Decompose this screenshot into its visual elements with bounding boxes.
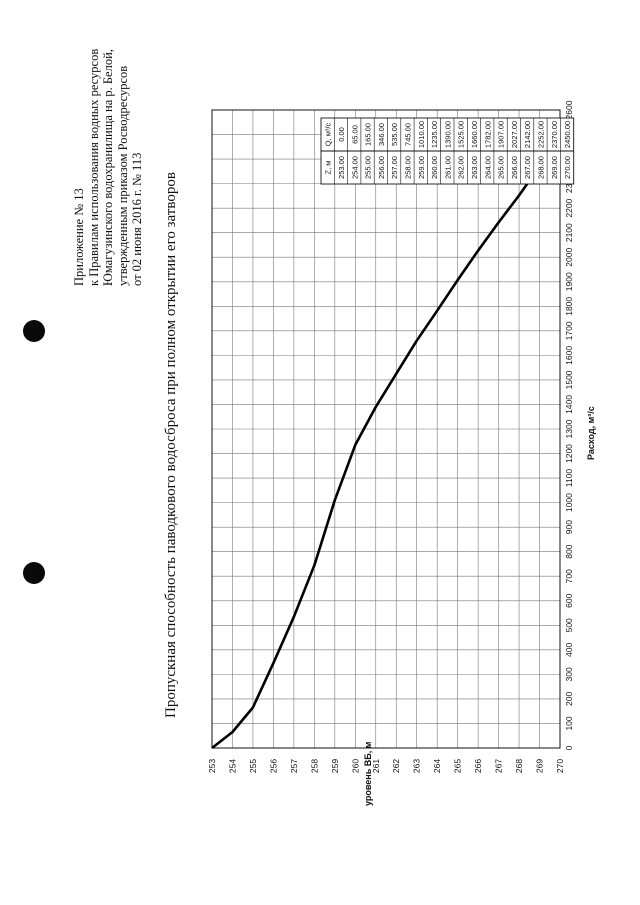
table-q-cell: 1782.00 — [483, 121, 492, 148]
table-q-cell: 165.00 — [364, 123, 373, 146]
y-tick-label: 253 — [207, 759, 217, 773]
table-z-cell: 263.00 — [470, 156, 479, 179]
table-q-cell: 745.00 — [403, 123, 412, 146]
table-q-cell: 1390.00 — [443, 121, 452, 148]
table-z-cell: 270.00 — [563, 156, 572, 179]
x-tick-label: 1400 — [564, 395, 574, 414]
x-tick-label: 1700 — [564, 321, 574, 340]
y-tick-label: 265 — [453, 759, 463, 773]
table-z-cell: 258.00 — [403, 156, 412, 179]
table-q-cell: 0.00 — [337, 127, 346, 142]
table-q-cell: 2252.00 — [536, 121, 545, 148]
table-z-cell: 253.00 — [337, 156, 346, 179]
y-tick-label: 259 — [330, 759, 340, 773]
chart-grid — [211, 109, 561, 749]
x-tick-label: 600 — [564, 593, 574, 607]
y-tick-label: 261 — [371, 759, 381, 773]
table-q-cell: 535.00 — [390, 123, 399, 146]
x-tick-label: 1300 — [564, 419, 574, 438]
table-z-cell: 256.00 — [377, 156, 386, 179]
table-q-cell: 346.00 — [377, 123, 386, 146]
y-tick-label: 257 — [289, 759, 299, 773]
table-z-cell: 261.00 — [443, 156, 452, 179]
x-tick-label: 800 — [564, 544, 574, 558]
discharge-curve — [211, 145, 561, 750]
x-tick-label: 300 — [564, 667, 574, 681]
y-tick-label: 264 — [432, 759, 442, 773]
table-z-cell: 260.00 — [430, 156, 439, 179]
x-tick-label: 400 — [564, 642, 574, 656]
discharge-curve-line — [211, 145, 561, 750]
y-tick-label: 263 — [412, 759, 422, 773]
table-z-cell: 268.00 — [536, 156, 545, 179]
x-tick-label: 1100 — [564, 469, 574, 488]
x-tick-label: 700 — [564, 569, 574, 583]
y-tick-label: 270 — [555, 759, 565, 773]
y-tick-label: 262 — [391, 759, 401, 773]
data-table: Z, м Q, м³/с 253.00 0.00 254.00 65.00 255.00 16… — [320, 117, 575, 185]
y-tick-label: 260 — [350, 759, 360, 773]
x-tick-label: 100 — [564, 716, 574, 730]
table-q-cell: 2450.00 — [563, 121, 572, 148]
y-tick-labels: 253 254 255 256 257 258 259 260 261 262 263 264 265 2… — [207, 759, 565, 773]
y-tick-label: 255 — [248, 759, 258, 773]
x-tick-label: 500 — [564, 618, 574, 632]
x-tick-label: 1200 — [564, 444, 574, 463]
table-q-cell: 2370.00 — [550, 121, 559, 148]
x-tick-label: 0 — [564, 745, 574, 750]
table-z-cell: 257.00 — [390, 156, 399, 179]
table-z-cell: 265.00 — [497, 156, 506, 179]
table-z-cell: 269.00 — [550, 156, 559, 179]
x-tick-label: 200 — [564, 692, 574, 706]
table-q-cell: 1235.00 — [430, 121, 439, 148]
x-tick-labels: 0 100 200 300 400 500 600 700 800 900 1000 1100 1200… — [564, 100, 574, 750]
x-tick-label: 2200 — [564, 198, 574, 217]
y-tick-label: 267 — [494, 759, 504, 773]
table-q-cell: 2027.00 — [510, 121, 519, 148]
binder-hole-bottom — [23, 562, 45, 584]
x-tick-label: 1000 — [564, 493, 574, 512]
x-tick-label: 2600 — [564, 100, 574, 119]
binder-hole-top — [23, 320, 45, 342]
x-tick-label: 1800 — [564, 297, 574, 316]
y-tick-label: 254 — [227, 759, 237, 773]
x-tick-label: 1900 — [564, 272, 574, 291]
table-z-cell: 266.00 — [510, 156, 519, 179]
y-tick-label: 258 — [309, 759, 319, 773]
x-tick-label: 2100 — [564, 223, 574, 242]
table-z-cell: 259.00 — [417, 156, 426, 179]
table-z-cell: 254.00 — [350, 156, 359, 179]
x-tick-label: 900 — [564, 520, 574, 534]
x-tick-label: 1500 — [564, 370, 574, 389]
table-header-cell: Z, м — [324, 161, 333, 175]
chart-frame — [211, 109, 561, 749]
table-z-cell: 264.00 — [483, 156, 492, 179]
table-q-cell: 1907.00 — [497, 121, 506, 148]
plot-border — [211, 109, 561, 749]
table-header-cell: Q, м³/с — [324, 123, 333, 147]
y-tick-label: 256 — [268, 759, 278, 773]
table-q-cell: 1010.00 — [417, 121, 426, 148]
table-q-cell: 2142.00 — [523, 121, 532, 148]
x-tick-label: 1600 — [564, 346, 574, 365]
table-z-cell: 262.00 — [457, 156, 466, 179]
table-z-cell: 255.00 — [364, 156, 373, 179]
table-q-cell: 65.00 — [350, 125, 359, 144]
table-q-cell: 1525.00 — [457, 121, 466, 148]
y-tick-label: 266 — [473, 759, 483, 773]
y-tick-label: 269 — [535, 759, 545, 773]
table-q-cell: 1660.00 — [470, 121, 479, 148]
table-z-cell: 267.00 — [523, 156, 532, 179]
x-tick-label: 2000 — [564, 248, 574, 267]
y-tick-label: 268 — [514, 759, 524, 773]
